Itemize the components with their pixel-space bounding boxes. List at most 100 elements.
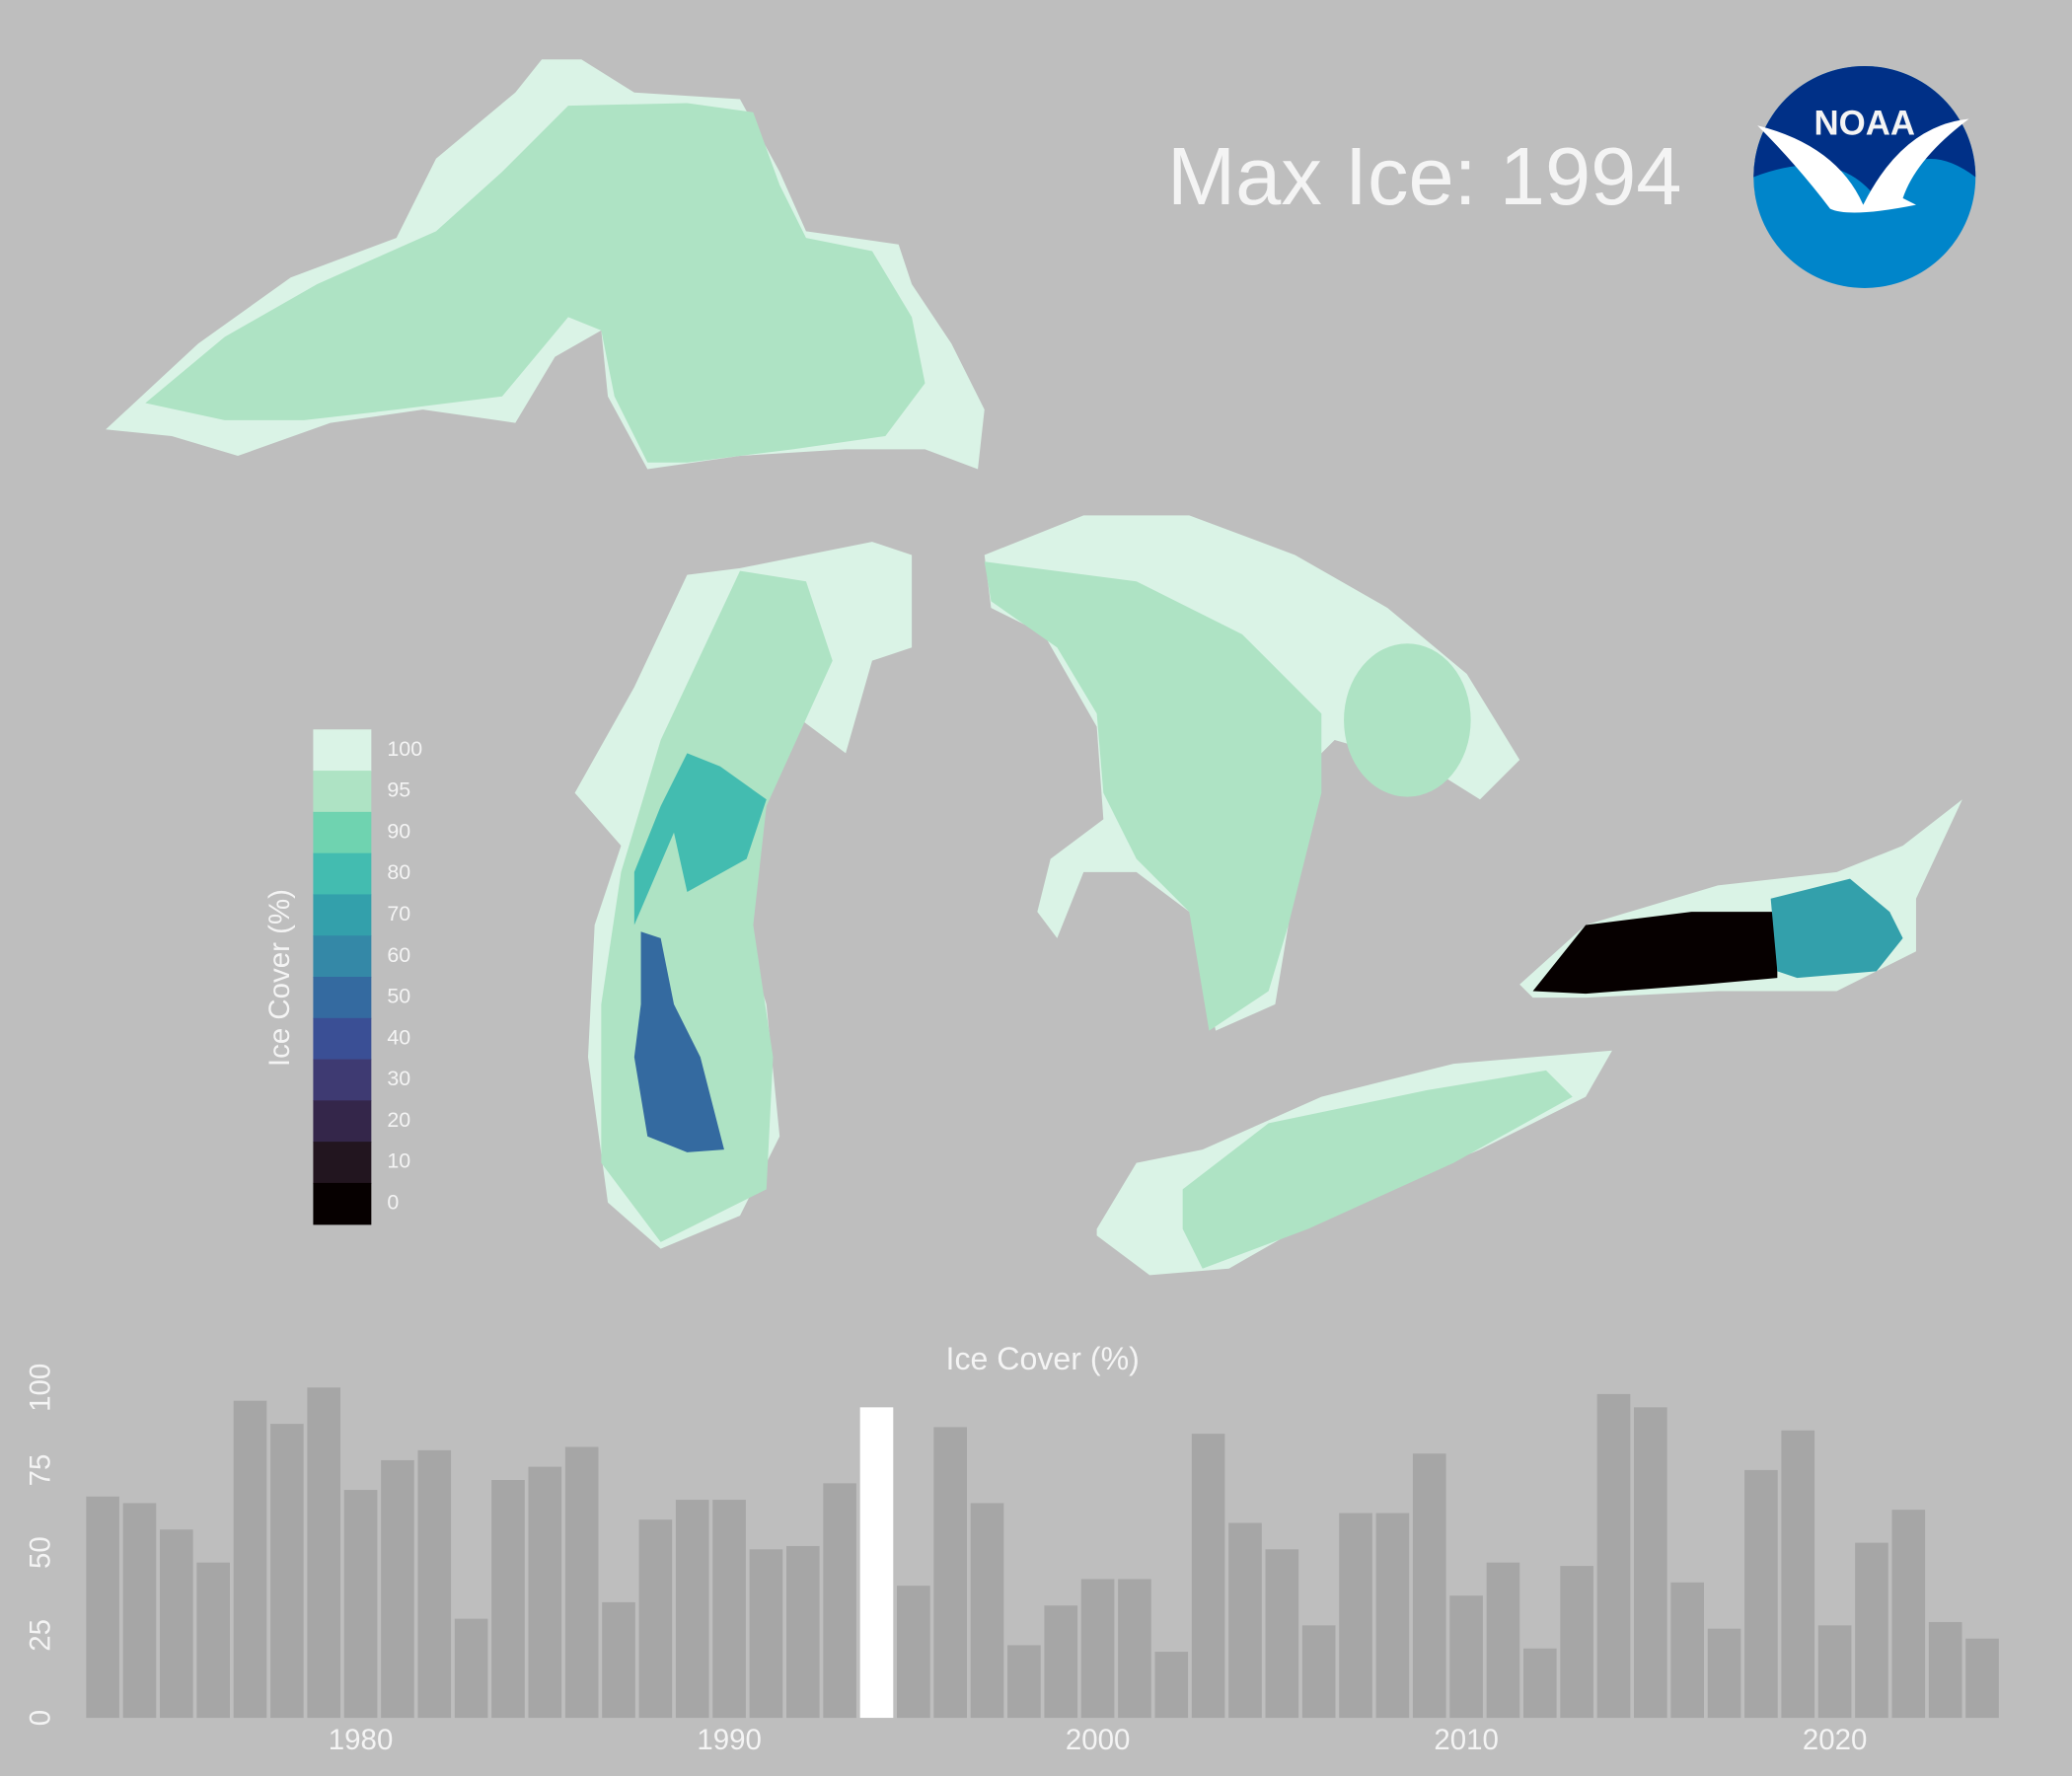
bar <box>1080 1579 1115 1719</box>
legend-swatch <box>313 935 372 978</box>
bar <box>823 1483 856 1719</box>
bar <box>712 1500 746 1719</box>
legend-label: 0 <box>387 1190 399 1214</box>
logo-text: NOAA <box>1813 104 1915 142</box>
x-tick-label: 1980 <box>329 1724 394 1756</box>
lake-michigan-ice-80 <box>633 753 767 925</box>
legend-swatch <box>313 977 372 1019</box>
legend-swatch <box>313 1100 372 1143</box>
legend-label: 50 <box>387 985 410 1008</box>
bar <box>86 1496 119 1719</box>
lake-ontario-ice-70 <box>1770 878 1903 979</box>
y-tick-label: 100 <box>25 1364 57 1412</box>
lake-erie-ice <box>1182 1070 1573 1269</box>
bar <box>381 1459 414 1719</box>
legend-label: 40 <box>387 1025 410 1049</box>
bar <box>343 1490 378 1719</box>
legend-swatch <box>313 1059 372 1102</box>
legend-swatch <box>313 852 372 896</box>
bar <box>1449 1595 1483 1719</box>
bar <box>196 1562 230 1719</box>
x-tick-label: 2000 <box>1066 1724 1131 1756</box>
bar <box>1412 1453 1446 1719</box>
y-tick-label: 25 <box>25 1619 57 1652</box>
bar <box>233 1400 267 1719</box>
bar <box>1522 1648 1557 1719</box>
bar <box>1634 1407 1667 1719</box>
x-tick-label: 2020 <box>1803 1724 1868 1756</box>
bar <box>1118 1579 1151 1719</box>
lake-michigan-ice-50 <box>633 931 724 1152</box>
lake-superior-ice <box>145 103 925 463</box>
legend-label: 20 <box>387 1108 410 1132</box>
legend-swatch <box>313 729 372 772</box>
bar <box>1007 1645 1041 1719</box>
legend-label: 30 <box>387 1067 410 1090</box>
bar <box>1339 1513 1372 1719</box>
bar <box>1965 1638 1999 1719</box>
y-tick-label: 75 <box>25 1454 57 1487</box>
bar <box>122 1503 157 1719</box>
bar <box>1486 1562 1520 1719</box>
bar <box>1265 1549 1299 1719</box>
legend-swatch <box>313 771 372 813</box>
bar <box>897 1586 930 1719</box>
bar <box>1375 1513 1410 1719</box>
legend-swatch <box>313 894 372 936</box>
bar <box>638 1519 673 1719</box>
legend-label: 10 <box>387 1149 410 1173</box>
bar <box>1817 1625 1852 1719</box>
bar <box>749 1549 783 1719</box>
bar <box>1891 1510 1926 1719</box>
bar <box>602 1601 635 1719</box>
bar <box>1044 1605 1078 1719</box>
bar <box>1928 1621 1962 1719</box>
bar <box>564 1446 599 1719</box>
legend-label: 100 <box>387 737 422 761</box>
bar <box>933 1427 967 1719</box>
bar <box>1228 1522 1262 1719</box>
bar <box>785 1545 820 1719</box>
logo-bird <box>1757 118 1969 213</box>
bar <box>970 1503 1004 1719</box>
bar <box>1596 1393 1631 1719</box>
legend-title: Ice Cover (%) <box>263 889 296 1067</box>
chart-title: Ice Cover (%) <box>946 1341 1140 1376</box>
bar <box>270 1424 304 1719</box>
bar <box>675 1500 709 1719</box>
georgian-bay-ice <box>1344 643 1471 797</box>
bar <box>1560 1566 1593 1719</box>
x-tick-label: 1990 <box>697 1724 762 1756</box>
legend-label: 95 <box>387 778 410 802</box>
legend-swatch <box>313 1017 372 1061</box>
lake-ontario-ice-0 <box>1532 912 1778 995</box>
noaa-logo: NOAA <box>1753 65 1976 288</box>
bar <box>160 1529 193 1719</box>
bar <box>1154 1652 1189 1719</box>
x-tick-label: 2010 <box>1434 1724 1499 1756</box>
bar <box>1781 1430 1815 1719</box>
lake-huron-ice <box>984 561 1322 1031</box>
bar <box>307 1387 341 1719</box>
bar <box>1301 1625 1336 1719</box>
bar <box>454 1618 488 1719</box>
bar <box>1744 1469 1778 1719</box>
bar <box>417 1449 452 1719</box>
legend-swatch <box>313 1142 372 1184</box>
legend-swatch <box>313 811 372 854</box>
legend-label: 90 <box>387 819 410 843</box>
title: Max Ice: 1994 <box>1167 130 1681 222</box>
bar <box>1670 1582 1705 1719</box>
y-tick-label: 50 <box>25 1536 57 1569</box>
legend-label: 80 <box>387 860 410 884</box>
legend-swatch <box>313 1182 372 1225</box>
bar <box>1191 1434 1225 1719</box>
map <box>106 59 1962 1276</box>
y-tick-label: 0 <box>25 1710 57 1726</box>
bar <box>1855 1542 1888 1719</box>
bar <box>859 1407 894 1719</box>
legend-label: 70 <box>387 902 410 925</box>
bar <box>1707 1628 1741 1719</box>
